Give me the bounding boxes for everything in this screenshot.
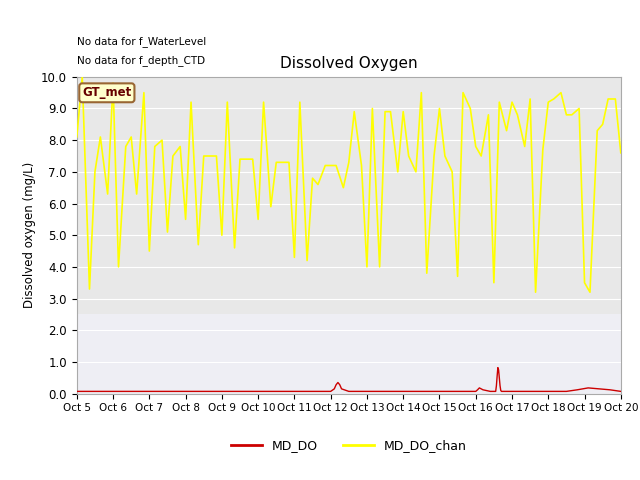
Bar [77,314,621,394]
Text: No data for f_WaterLevel: No data for f_WaterLevel [77,36,206,47]
Text: GT_met: GT_met [82,86,131,99]
Y-axis label: Dissolved oxygen (mg/L): Dissolved oxygen (mg/L) [22,162,36,308]
Title: Dissolved Oxygen: Dissolved Oxygen [280,57,418,72]
Legend: MD_DO, MD_DO_chan: MD_DO, MD_DO_chan [225,434,472,457]
Bar [77,77,621,314]
Text: No data for f_depth_CTD: No data for f_depth_CTD [77,55,205,66]
